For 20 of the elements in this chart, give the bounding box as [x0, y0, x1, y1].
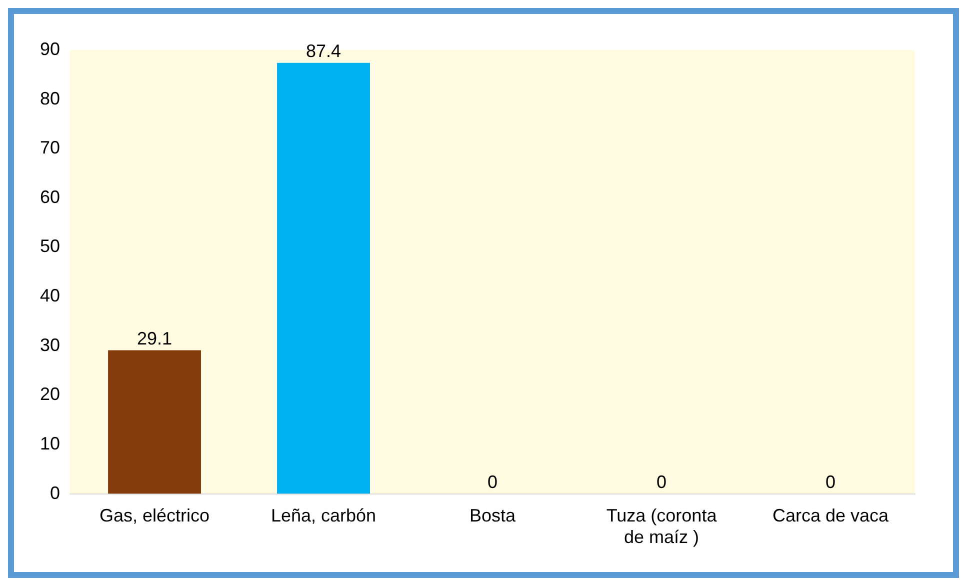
y-tick-label: 50 — [40, 236, 60, 256]
y-tick-label: 30 — [40, 334, 60, 355]
y-tick-label: 0 — [50, 482, 60, 503]
y-tick-label: 40 — [40, 286, 60, 306]
x-tick-label: Leña, carbón — [270, 506, 376, 526]
data-label: 0 — [825, 472, 836, 492]
x-tick-label: Bosta — [469, 506, 517, 526]
x-tick-label: Gas, eléctrico — [99, 506, 210, 526]
y-tick-label: 10 — [40, 433, 60, 454]
data-label: 0 — [656, 472, 667, 492]
data-label: 0 — [488, 472, 498, 492]
y-tick-label: 70 — [40, 138, 60, 158]
data-label: 29.1 — [136, 328, 172, 348]
y-tick-label: 90 — [40, 38, 60, 59]
x-tick-label: Tuza (coronta de maíz ) — [606, 506, 718, 548]
y-tick-label: 60 — [40, 186, 60, 207]
data-label: 87.4 — [306, 40, 342, 61]
y-tick-label: 80 — [40, 88, 60, 108]
x-tick-label: Carca de vaca — [772, 506, 890, 526]
y-tick-label: 20 — [40, 384, 60, 404]
